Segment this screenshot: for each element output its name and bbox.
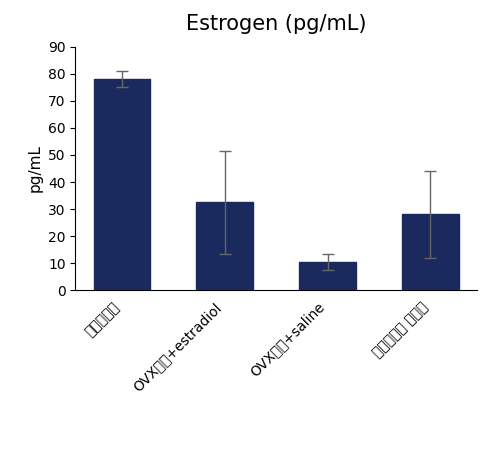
Bar bbox=[93, 79, 150, 290]
Title: Estrogen (pg/mL): Estrogen (pg/mL) bbox=[185, 14, 366, 34]
Y-axis label: pg/mL: pg/mL bbox=[28, 145, 42, 192]
Bar bbox=[196, 202, 253, 290]
Bar bbox=[401, 214, 458, 290]
Bar bbox=[299, 262, 355, 290]
